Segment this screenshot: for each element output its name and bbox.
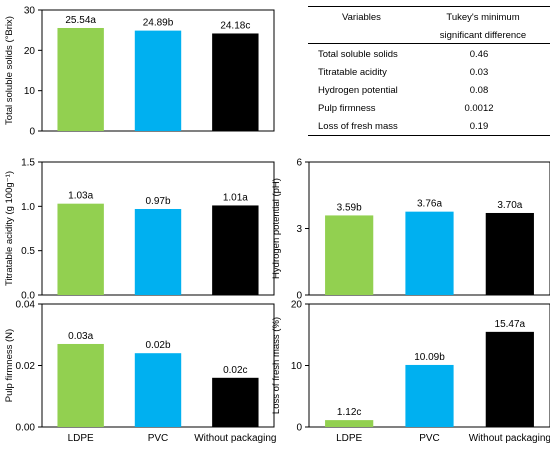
bar (485, 212, 534, 295)
y-tick-label: 0.02 (16, 361, 36, 372)
table-row-variable: Total soluble solids (318, 49, 398, 60)
table-row-variable: Hydrogen potential (318, 85, 398, 96)
y-tick-label: 1.5 (21, 158, 35, 169)
bar (325, 215, 374, 295)
data-label: 3.76a (417, 199, 442, 210)
y-tick-label: 0.5 (21, 246, 35, 257)
data-label: 1.12c (337, 407, 361, 418)
bar (134, 353, 182, 427)
table-header-tukey-line1: Tukey's minimum (446, 12, 520, 23)
bar (485, 331, 534, 427)
y-tick-label: 6 (296, 158, 302, 169)
data-label: 15.47a (495, 319, 526, 330)
table-top-rule (308, 6, 550, 7)
table-header-tukey-line2: significant difference (439, 30, 527, 41)
y-tick-label: 30 (24, 6, 36, 17)
bar (57, 343, 104, 427)
data-label: 1.01a (223, 192, 248, 203)
x-tick-label: LDPE (336, 433, 362, 444)
table-header-rule (308, 43, 550, 44)
y-axis-title: Hydrogen potential (pH) (271, 178, 282, 279)
bar (405, 211, 454, 295)
bar (212, 377, 259, 427)
bar (57, 27, 104, 132)
data-label: 10.09b (414, 352, 445, 363)
bar (405, 364, 454, 427)
table-row-value: 0.0012 (464, 103, 494, 114)
x-tick-label: PVC (148, 433, 169, 444)
y-axis-title: Loss of fresh mass (%) (271, 317, 282, 414)
data-label: 0.02c (223, 365, 247, 376)
table-row-value: 0.46 (469, 49, 489, 60)
data-label: 24.18c (220, 20, 250, 31)
y-axis-title: Pulp firmness (N) (4, 329, 15, 402)
y-tick-label: 10 (291, 361, 303, 372)
x-tick-label: LDPE (68, 433, 94, 444)
table-row-value: 0.03 (469, 67, 489, 78)
y-tick-label: 1.0 (21, 202, 35, 213)
y-tick-label: 0 (296, 291, 302, 302)
y-axis-title: Total soluble solids (°Brix) (4, 16, 15, 125)
data-label: 0.03a (68, 331, 93, 342)
y-tick-label: 0.00 (16, 423, 36, 434)
table-header-variables: Variables (342, 12, 381, 23)
table-row-variable: Titratable acidity (318, 67, 387, 78)
bar (212, 205, 259, 295)
table-row-value: 0.08 (469, 85, 489, 96)
table-row-variable: Pulp firmness (318, 103, 376, 114)
bar (134, 208, 182, 295)
tukey-table: Variables Tukey's minimum significant di… (308, 6, 550, 136)
data-label: 25.54a (65, 15, 96, 26)
y-tick-label: 20 (291, 300, 303, 311)
data-label: 0.97b (145, 196, 170, 207)
bar (212, 33, 259, 131)
table-bottom-rule (308, 135, 550, 136)
x-tick-label: Without packaging (469, 433, 550, 444)
bar (57, 203, 104, 295)
data-label: 3.59b (337, 202, 362, 213)
y-tick-label: 20 (24, 46, 36, 57)
x-tick-label: PVC (419, 433, 440, 444)
y-tick-label: 0.0 (21, 291, 35, 302)
data-label: 0.02b (145, 340, 170, 351)
y-tick-label: 0.04 (16, 300, 36, 311)
y-tick-label: 3 (296, 224, 302, 235)
data-label: 3.70a (497, 200, 522, 211)
y-tick-label: 10 (24, 86, 36, 97)
y-tick-label: 0 (29, 127, 35, 138)
data-label: 1.03a (68, 191, 93, 202)
table-row-value: 0.19 (469, 121, 489, 132)
y-tick-label: 0 (296, 423, 302, 434)
y-axis-title: Titratable acidity (g 100g⁻¹) (4, 171, 15, 286)
data-label: 24.89b (143, 18, 174, 29)
bar (134, 30, 182, 131)
table-row-variable: Loss of fresh mass (318, 121, 398, 132)
bar (325, 420, 374, 427)
x-tick-label: Without packaging (194, 433, 276, 444)
